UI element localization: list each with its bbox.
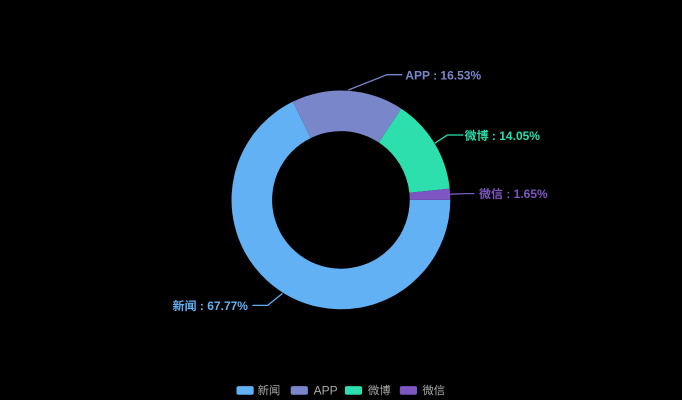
svg-text:APP : 16.53%: APP : 16.53% xyxy=(405,69,481,83)
svg-text:: 1.65%: : 1.65% xyxy=(503,187,548,201)
svg-text:: 14.05%: : 14.05% xyxy=(489,129,541,143)
svg-text:APP: APP xyxy=(314,384,338,398)
svg-text:: 67.77%: : 67.77% xyxy=(197,299,249,313)
